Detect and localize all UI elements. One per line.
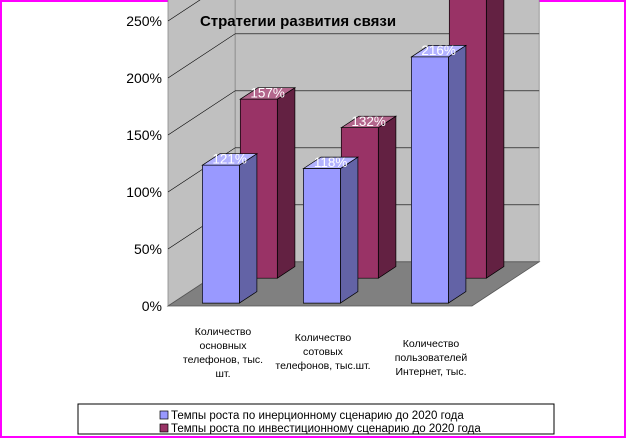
chart-title: Стратегии развития связи [200, 13, 396, 30]
chart-legend: Темпы роста по инерционному сценарию до … [77, 403, 555, 435]
y-tick-label: 50% [134, 241, 162, 257]
legend-label: Темпы роста по инерционному сценарию до … [171, 410, 464, 422]
data-label: 118% [314, 155, 348, 170]
y-tick-label: 0% [142, 298, 162, 314]
bar-side [340, 156, 359, 304]
bar-side [276, 87, 296, 279]
data-label: 216% [421, 43, 456, 58]
bar-front [411, 56, 449, 304]
legend-swatch [159, 423, 169, 433]
bar-front [202, 164, 240, 304]
gridline [167, 33, 540, 79]
bar [239, 87, 297, 279]
bar [201, 153, 259, 304]
category-label: Количество пользователей Интернет, тыс. [395, 338, 468, 378]
bar-side [448, 44, 467, 304]
data-label: 157% [250, 85, 285, 100]
bar-side [377, 115, 397, 279]
bar [410, 44, 468, 304]
data-label: 132% [351, 114, 386, 129]
bar-side [485, 0, 505, 279]
y-tick-label: 200% [126, 70, 162, 86]
y-tick-label: 100% [126, 184, 162, 200]
category-label: Количество сотовых телефонов, тыс.шт. [275, 332, 370, 372]
gridline [167, 0, 201, 22]
y-tick-label: 150% [126, 127, 162, 143]
bar [302, 156, 360, 304]
bar-front [303, 168, 341, 304]
chart-bars [201, 0, 505, 304]
category-label: Количество основных телефонов, тыс. шт. [183, 326, 263, 380]
legend-box [77, 403, 555, 435]
data-label: 121% [212, 151, 247, 166]
y-tick-label: 250% [126, 13, 162, 29]
bar-side [239, 153, 258, 304]
legend-label: Темпы роста по инвестиционному сценарию … [171, 423, 481, 435]
legend-swatch [159, 410, 169, 420]
chart-labels: 0%50%100%150%200%250%300%350%157%132%345… [126, 13, 468, 380]
